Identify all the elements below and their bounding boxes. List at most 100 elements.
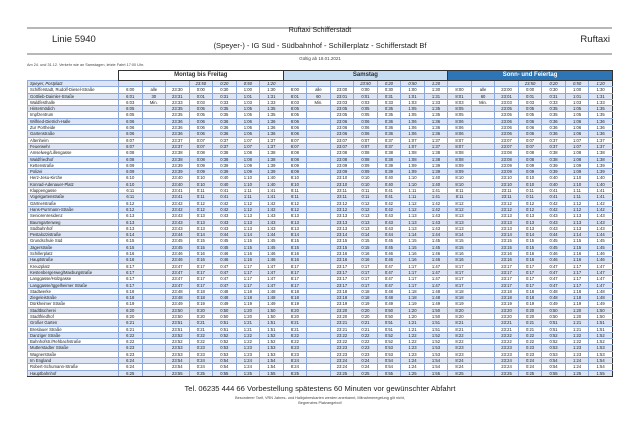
departure-time-mf: 1:47 — [259, 281, 284, 289]
departure-time-mf: 0:13 — [188, 218, 214, 226]
departure-time-mf: 0:20 — [188, 306, 214, 315]
departure-time-su: 23:22 — [494, 331, 519, 340]
timetable-row: Schillerplatz 6:16 23:46 0:16 0:46 1:16 1:46 8:… — [27, 249, 613, 258]
departure-time-mf: 0:36 — [212, 130, 237, 138]
timetable-row: Kettenstraße 6:09 23:39 0:09 0:39 1:09 1:39 8:0… — [27, 161, 613, 170]
departure-time-mf: 1:45 — [259, 243, 284, 252]
departure-time-mf: 0:10 — [188, 174, 214, 182]
departure-time-su: 1:44 — [588, 231, 613, 239]
departure-time-mf — [165, 79, 190, 88]
departure-time-sa: 1:54 — [423, 357, 449, 365]
departure-time-su: 23:17 — [494, 262, 519, 270]
departure-time-sa: 1:53 — [423, 344, 449, 352]
departure-time-mf: 23:50 — [165, 306, 190, 315]
departure-time-mf: 0:03 — [188, 98, 214, 107]
departure-time-mf: 1:41 — [259, 193, 284, 201]
departure-time-su: 23:50 — [517, 79, 543, 88]
departure-time-mf: 1:40 — [259, 180, 284, 189]
departure-time-mf: 23:42 — [165, 205, 190, 214]
departure-time-mf: 0:24 — [188, 357, 214, 365]
departure-time-su: 0:24 — [517, 357, 543, 365]
departure-time-mf — [141, 369, 167, 377]
departure-time-su: 23:17 — [494, 281, 519, 289]
departure-time-su: 0:01 — [517, 92, 543, 100]
departure-time-mf: 0:36 — [212, 117, 237, 126]
departure-time-su: 0:11 — [517, 187, 543, 195]
departure-time-mf: 1:49 — [259, 300, 284, 308]
departure-time-mf: 23:41 — [165, 193, 190, 201]
departure-time-mf: 0:06 — [188, 130, 214, 138]
departure-time-su: 1:41 — [588, 193, 613, 201]
departure-time-mf: 1:44 — [259, 231, 284, 239]
departure-time-su: 0:48 — [541, 294, 566, 302]
timetable-row: Feuerwehr 6:07 23:37 0:07 0:37 1:07 1:37 8:07 23… — [27, 142, 613, 151]
valid-from: Gültig ab 18.01.2021 — [299, 56, 341, 61]
timetable-row: Stadtwerke 6:18 23:48 0:18 0:48 1:18 1:48 8:18 2… — [27, 287, 613, 296]
departure-time-sa: 1:30 — [423, 86, 449, 94]
departure-time-mf: 6:01 — [118, 92, 143, 100]
departure-time-mf: 0:43 — [212, 218, 237, 226]
departure-time-mf: 23:51 — [165, 325, 190, 333]
departure-time-sa: 1:47 — [423, 262, 449, 270]
departure-time-sa: 0:25 — [353, 369, 378, 377]
stop-name: Im England — [27, 357, 119, 365]
departure-time-su: 0:43 — [541, 224, 566, 233]
departure-time-mf: 23:44 — [165, 231, 190, 239]
departure-time-su: 1:52 — [588, 331, 613, 340]
stop-name: Stadtfriedhof — [27, 312, 119, 321]
departure-time-su: 0:40 — [541, 180, 566, 189]
timetable-row: Stadtbücherei 6:20 23:50 0:20 0:50 1:20 1:50 8:… — [27, 306, 613, 315]
departure-time-mf: 1:47 — [259, 275, 284, 283]
departure-time-mf: 23:37 — [165, 142, 190, 151]
departure-time-su: 1:47 — [588, 275, 613, 283]
departure-time-su: 0:23 — [517, 344, 543, 352]
departure-time-mf — [141, 319, 167, 327]
departure-time-mf: 23:45 — [165, 237, 190, 245]
departure-time-su: 1:53 — [588, 344, 613, 352]
departure-time-su: 0:12 — [517, 205, 543, 214]
stop-name: Robert-Schumann-Straße — [27, 363, 119, 371]
departure-time-mf: 0:07 — [188, 142, 214, 151]
departure-time-mf: 1:39 — [259, 168, 284, 176]
timetable-row: Amselweg/Lillengasse 6:08 23:38 0:08 0:38 1:0… — [27, 149, 613, 157]
departure-time-sa: 1:36 — [423, 130, 449, 138]
timetable-row: Impfzentrum 6:05 23:35 0:05 0:35 1:05 1:35 8:05… — [27, 111, 613, 119]
departure-time-su: 0:15 — [517, 237, 543, 245]
departure-time-su: 0:45 — [541, 237, 566, 245]
departure-time-mf: 0:23 — [188, 350, 214, 359]
departure-time-mf: 23:52 — [165, 331, 190, 340]
departure-time-mf: 1:35 — [259, 105, 284, 113]
stop-name: Mutterstadter Straße — [27, 344, 119, 352]
departure-time-mf: 6:17 — [118, 275, 143, 283]
departure-time-mf: 6:11 — [118, 187, 143, 195]
departure-time-su: 23:06 — [494, 130, 519, 138]
departure-time-mf: 0:45 — [212, 237, 237, 245]
departure-time-su: 1:35 — [588, 111, 613, 119]
departure-time-su: 23:07 — [494, 142, 519, 151]
header-saturday: Samstag — [282, 70, 449, 81]
departure-time-mf: 1:35 — [259, 111, 284, 119]
timetable-row: Zur Portheide 6:06 23:36 0:06 0:36 1:06 1:36 8:… — [27, 124, 613, 132]
departure-time-mf: 23:46 — [165, 256, 190, 264]
departure-time-mf: 0:37 — [212, 142, 237, 151]
departure-time-su: 23:13 — [494, 218, 519, 226]
departure-time-su: 0:43 — [541, 212, 566, 220]
departure-time-mf: 0:36 — [212, 124, 237, 132]
departure-time-mf: 23:43 — [165, 218, 190, 226]
holiday-note: Am 24. und 31.12. Verkehr wie an Samstag… — [27, 63, 145, 67]
timetable-row: Kreuzplatz 6:17 23:47 0:17 0:47 1:17 1:47 8:17 2… — [27, 262, 613, 270]
departure-time-mf: 23:47 — [165, 275, 190, 283]
departure-time-su: 23:12 — [494, 205, 519, 214]
departure-time-mf: 0:08 — [188, 155, 214, 163]
departure-time-mf: 1:50 — [259, 306, 284, 315]
departure-time-mf: 0:22 — [188, 331, 214, 340]
departure-time-mf: 23:36 — [165, 130, 190, 138]
departure-time-sa: 1:31 — [423, 92, 449, 100]
departure-time-su: 1:53 — [588, 350, 613, 359]
departure-time-sa: 1:35 — [423, 105, 449, 113]
departure-time-mf: 6:25 — [118, 369, 143, 377]
departure-time-mf: 6:07 — [118, 136, 143, 144]
departure-time-su: 0:38 — [541, 155, 566, 163]
timetable-row: Im England 6:24 23:54 0:24 0:54 1:24 1:54 8:24 2… — [27, 357, 613, 365]
departure-time-su: 0:25 — [517, 369, 543, 377]
